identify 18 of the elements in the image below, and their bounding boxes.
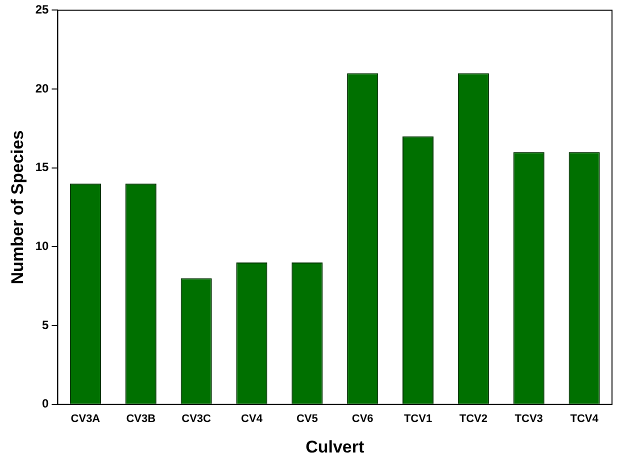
x-tick-label: TCV1 (404, 413, 432, 426)
y-tick-label: 20 (35, 81, 50, 96)
x-tick-label: CV5 (296, 413, 318, 426)
x-tick-label: TCV3 (514, 413, 543, 426)
x-tick-label: TCV2 (459, 413, 488, 426)
y-tick-label: 5 (42, 318, 50, 332)
x-tick-label: CV3C (182, 413, 212, 426)
y-tick-label: 0 (42, 396, 50, 411)
y-axis-title: Number of Species (8, 130, 27, 284)
y-tick-label: 25 (35, 2, 50, 17)
x-tick-label: TCV4 (570, 413, 600, 426)
x-tick-label: CV3A (70, 413, 100, 426)
x-tick-label: CV6 (352, 413, 374, 426)
y-tick-label: 15 (35, 160, 50, 174)
x-tick-label: CV4 (241, 413, 264, 426)
y-tick-label: 10 (35, 239, 50, 254)
x-axis-title: Culvert (306, 437, 364, 456)
x-tick-label: CV3B (126, 413, 156, 426)
